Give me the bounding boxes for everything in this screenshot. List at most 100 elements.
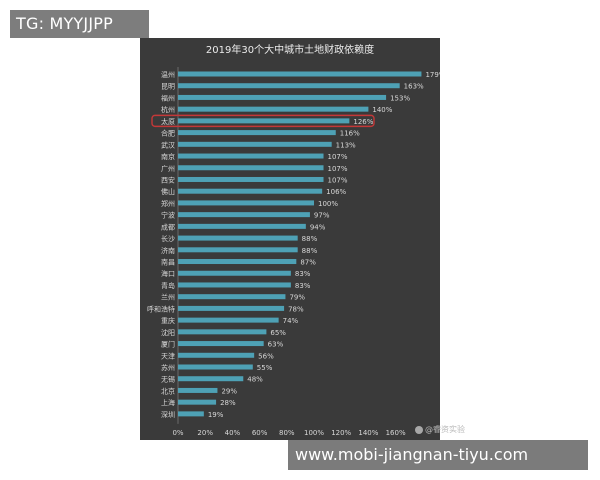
bar xyxy=(178,235,298,241)
value-label: 63% xyxy=(268,341,284,349)
credit-text: @睿资实验 xyxy=(425,425,465,434)
bar xyxy=(178,305,285,311)
x-tick-label: 0% xyxy=(172,429,183,437)
category-label: 海口 xyxy=(161,269,175,278)
x-tick-label: 120% xyxy=(331,429,351,437)
category-label: 南京 xyxy=(161,152,175,161)
x-tick-label: 160% xyxy=(386,429,406,437)
category-label: 苏州 xyxy=(161,363,175,372)
bar xyxy=(178,352,255,358)
bar xyxy=(178,71,422,77)
highlight-box xyxy=(151,114,375,128)
bar xyxy=(178,270,291,276)
value-label: 29% xyxy=(221,387,237,395)
bar xyxy=(178,141,332,147)
value-label: 87% xyxy=(300,259,316,267)
bar-chart: 温州 179% 昆明 163% 福州 153% 杭州 140% 太原 126% 合肥 116% 武汉 11… xyxy=(147,67,440,437)
value-label: 126% xyxy=(353,118,373,126)
bar xyxy=(178,282,291,288)
value-label: 140% xyxy=(372,106,392,114)
value-label: 65% xyxy=(270,329,286,337)
bar xyxy=(178,317,279,323)
chart-credit: @睿资实验 xyxy=(415,424,465,436)
x-tick-label: 40% xyxy=(225,429,241,437)
bar xyxy=(178,329,267,335)
value-label: 28% xyxy=(220,399,236,407)
bar xyxy=(178,212,310,218)
value-label: 107% xyxy=(328,165,348,173)
weibo-icon xyxy=(415,425,423,434)
bar xyxy=(178,223,306,229)
bar xyxy=(178,130,336,136)
category-label: 呼和浩特 xyxy=(147,304,175,313)
bar xyxy=(178,153,324,159)
value-label: 88% xyxy=(302,235,318,243)
category-label: 郑州 xyxy=(161,200,175,208)
value-label: 107% xyxy=(328,176,348,184)
category-label: 济南 xyxy=(161,246,175,255)
bar xyxy=(178,188,323,194)
value-label: 179% xyxy=(425,71,440,79)
x-tick-label: 80% xyxy=(279,429,295,437)
bar xyxy=(178,94,387,100)
category-label: 福州 xyxy=(161,93,175,102)
value-label: 48% xyxy=(247,376,263,384)
value-label: 153% xyxy=(390,94,410,102)
bar xyxy=(178,411,204,417)
value-label: 97% xyxy=(314,212,330,220)
bar xyxy=(178,106,369,112)
value-label: 19% xyxy=(208,411,224,419)
category-label: 兰州 xyxy=(161,293,175,302)
value-label: 163% xyxy=(404,83,424,91)
bar xyxy=(178,165,324,171)
bar xyxy=(178,387,218,393)
category-label: 杭州 xyxy=(161,105,175,114)
category-label: 无锡 xyxy=(161,375,175,384)
chart-title: 2019年30个大中城市土地财政依赖度 xyxy=(205,45,375,56)
category-label: 南昌 xyxy=(161,258,175,267)
bar xyxy=(178,364,253,370)
value-label: 55% xyxy=(257,364,273,372)
bar xyxy=(178,118,350,124)
value-label: 78% xyxy=(288,305,304,313)
value-label: 56% xyxy=(258,352,274,360)
url-banner: www.mobi-jiangnan-tiyu.com xyxy=(288,440,588,470)
category-label: 上海 xyxy=(161,398,175,407)
category-label: 宁波 xyxy=(161,211,175,220)
category-label: 厦门 xyxy=(161,340,175,349)
x-tick-label: 60% xyxy=(252,429,268,437)
category-label: 长沙 xyxy=(161,234,175,243)
value-label: 74% xyxy=(283,317,299,325)
value-label: 100% xyxy=(318,200,338,208)
category-label: 广州 xyxy=(161,164,175,173)
category-label: 北京 xyxy=(161,386,175,395)
chart-panel: 2019年30个大中城市土地财政依赖度 温州 179% 昆明 163% 福州 153% 杭州… xyxy=(140,38,440,440)
category-label: 温州 xyxy=(161,70,175,79)
bar xyxy=(178,294,286,300)
bar xyxy=(178,259,297,265)
category-label: 昆明 xyxy=(161,83,175,91)
value-label: 83% xyxy=(295,270,311,278)
value-label: 106% xyxy=(326,188,346,196)
bar xyxy=(178,83,400,89)
category-label: 西安 xyxy=(161,175,175,184)
tg-banner: TG: MYYJJPP xyxy=(10,10,149,38)
bar xyxy=(178,376,244,382)
category-label: 沈阳 xyxy=(161,328,175,337)
bar xyxy=(178,247,298,253)
x-tick-label: 20% xyxy=(197,429,213,437)
value-label: 113% xyxy=(336,141,356,149)
category-label: 成都 xyxy=(161,222,175,231)
value-label: 116% xyxy=(340,130,360,138)
x-tick-label: 140% xyxy=(358,429,378,437)
bar xyxy=(178,176,324,182)
x-tick-label: 100% xyxy=(304,429,324,437)
category-label: 太原 xyxy=(161,117,175,126)
category-label: 武汉 xyxy=(161,140,175,149)
value-label: 94% xyxy=(310,223,326,231)
category-label: 深圳 xyxy=(161,410,175,419)
bar xyxy=(178,399,217,405)
value-label: 79% xyxy=(289,294,305,302)
category-label: 合肥 xyxy=(161,129,175,138)
